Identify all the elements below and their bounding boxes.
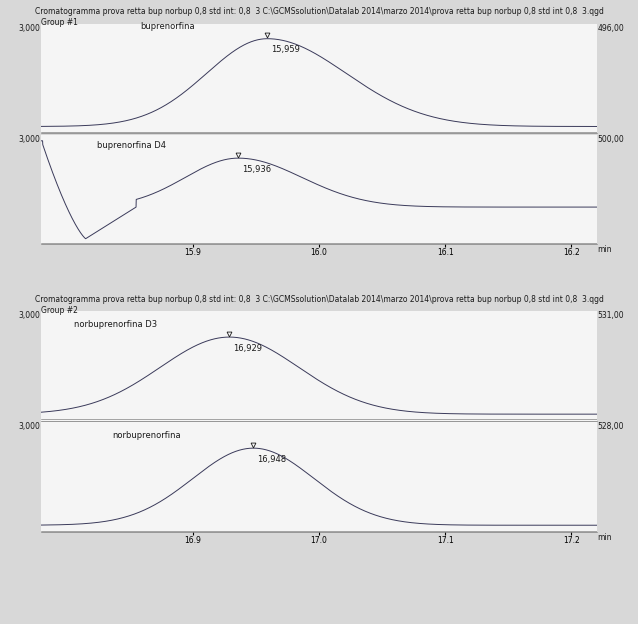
Text: Cromatogramma prova retta bup norbup 0,8 std int: 0,8  3 C:\GCMSsolution\Datalab: Cromatogramma prova retta bup norbup 0,8… — [34, 295, 604, 304]
Text: 496,00: 496,00 — [598, 24, 625, 32]
Text: 16,929: 16,929 — [234, 344, 262, 353]
Text: 3,000: 3,000 — [19, 422, 40, 431]
Text: 15,959: 15,959 — [271, 46, 300, 54]
Text: norbuprenorfina D3: norbuprenorfina D3 — [74, 321, 158, 329]
Text: Group #1: Group #1 — [41, 18, 78, 27]
Text: Group #2: Group #2 — [41, 306, 78, 314]
Text: 16,948: 16,948 — [257, 455, 286, 464]
Text: buprenorfina D4: buprenorfina D4 — [97, 142, 166, 150]
Text: 15,936: 15,936 — [242, 165, 271, 173]
Text: norbuprenorfina: norbuprenorfina — [113, 432, 181, 441]
Text: 528,00: 528,00 — [598, 422, 624, 431]
Text: 531,00: 531,00 — [598, 311, 624, 320]
Text: 500,00: 500,00 — [598, 135, 625, 144]
Text: 3,000: 3,000 — [19, 135, 40, 144]
Text: buprenorfina: buprenorfina — [140, 22, 195, 31]
Text: min: min — [598, 245, 612, 254]
Text: 3,000: 3,000 — [19, 24, 40, 32]
Text: Cromatogramma prova retta bup norbup 0,8 std int: 0,8  3 C:\GCMSsolution\Datalab: Cromatogramma prova retta bup norbup 0,8… — [34, 7, 604, 16]
Text: 3,000: 3,000 — [19, 311, 40, 320]
Text: min: min — [598, 533, 612, 542]
